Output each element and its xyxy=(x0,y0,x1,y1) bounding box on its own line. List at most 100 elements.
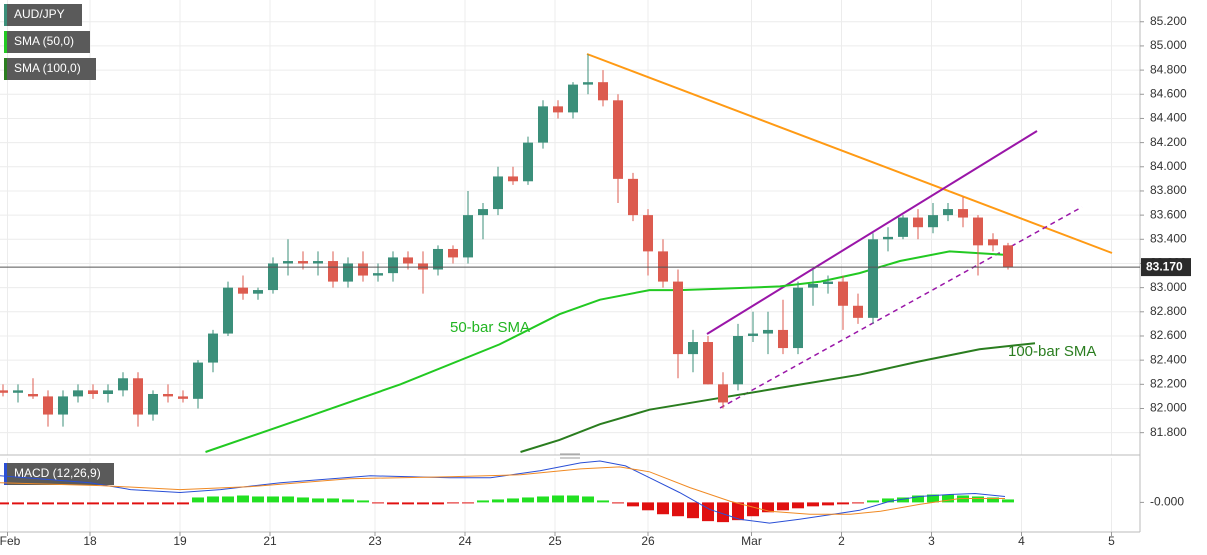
candle-body xyxy=(988,239,998,246)
histogram-bar xyxy=(822,502,834,506)
histogram-bar xyxy=(702,502,714,522)
legend-box xyxy=(4,31,90,53)
legend-box xyxy=(4,4,82,26)
histogram-bar xyxy=(807,502,819,507)
candle-body xyxy=(628,178,638,216)
trendline xyxy=(706,130,1038,335)
histogram-bar xyxy=(192,497,204,503)
legend-label: SMA (50,0) xyxy=(14,34,74,48)
candle-body xyxy=(178,396,188,399)
candle-body xyxy=(448,248,458,258)
y-tick-label: 84.600 xyxy=(1150,86,1187,100)
histogram-bar xyxy=(492,499,504,503)
histogram-bar xyxy=(882,498,894,503)
candle-body xyxy=(0,390,8,393)
candle-body xyxy=(133,378,143,415)
histogram-bar xyxy=(522,497,534,503)
histogram-bar xyxy=(357,500,369,503)
trendline xyxy=(586,53,1113,254)
histogram-bar xyxy=(717,502,729,523)
x-tick-label: 26 xyxy=(641,534,655,548)
y-tick-label: 82.400 xyxy=(1150,352,1187,366)
histogram-bar xyxy=(372,502,384,504)
histogram-bar xyxy=(237,495,249,503)
histogram-bar xyxy=(777,502,789,511)
legend-box xyxy=(4,463,114,485)
y-tick-label: 82.000 xyxy=(1150,401,1187,415)
legend-swatch xyxy=(4,31,7,53)
candle-body xyxy=(838,281,848,306)
histogram-bar xyxy=(297,497,309,503)
histogram-bar xyxy=(987,497,999,503)
histogram-bar xyxy=(12,502,24,505)
histogram-bar xyxy=(762,502,774,513)
candle-body xyxy=(373,273,383,276)
candle-body xyxy=(778,329,788,349)
y-tick-label: -0.000 xyxy=(1150,495,1184,509)
candle-body xyxy=(523,142,533,182)
histogram-bar xyxy=(57,502,69,505)
line-series xyxy=(520,342,1036,453)
candle-body xyxy=(883,236,893,240)
histogram-bar xyxy=(552,495,564,503)
histogram-bar xyxy=(867,500,879,503)
candle-body xyxy=(583,82,593,85)
x-tick-label: 23 xyxy=(368,534,382,548)
candle-body xyxy=(388,257,398,274)
legend-swatch xyxy=(4,463,7,485)
histogram-bar xyxy=(942,494,954,503)
x-tick-label: 2 xyxy=(838,534,845,548)
histogram-bar xyxy=(327,498,339,503)
candle-body xyxy=(43,396,53,415)
candle-body xyxy=(328,261,338,282)
candle-body xyxy=(808,284,818,288)
candle-body xyxy=(688,342,698,355)
candle-body xyxy=(478,209,488,216)
candle-body xyxy=(433,248,443,270)
histogram-bar xyxy=(282,496,294,503)
candle-body xyxy=(208,333,218,363)
candle-body xyxy=(28,393,38,397)
histogram-bar xyxy=(42,502,54,505)
y-tick-label: 84.200 xyxy=(1150,135,1187,149)
histogram-bar xyxy=(132,502,144,505)
candle-body xyxy=(658,251,668,282)
histogram-bar xyxy=(447,502,459,504)
histogram-bar xyxy=(597,500,609,503)
candle-body xyxy=(418,263,428,270)
candle-body xyxy=(853,305,863,318)
panel-title: MACD (12,26,9) xyxy=(14,466,101,480)
histogram-bar xyxy=(687,502,699,519)
x-tick-label: Mar xyxy=(741,534,762,548)
candle-body xyxy=(733,335,743,385)
candle-body xyxy=(943,209,953,216)
candle-body xyxy=(148,393,158,415)
annotation: 100-bar SMA xyxy=(1008,343,1096,360)
y-tick-label: 81.800 xyxy=(1150,425,1187,439)
candle-body xyxy=(958,209,968,218)
histogram-bar xyxy=(312,498,324,503)
y-tick-label: 84.000 xyxy=(1150,159,1187,173)
x-tick-label: 21 xyxy=(263,534,277,548)
candle-body xyxy=(163,393,173,397)
histogram-bar xyxy=(252,496,264,503)
x-tick-label: 24 xyxy=(458,534,472,548)
x-tick-label: 19 xyxy=(173,534,187,548)
candle-body xyxy=(973,217,983,246)
histogram-bar xyxy=(222,496,234,503)
candle-body xyxy=(793,287,803,349)
x-tick-label: 3 xyxy=(928,534,935,548)
histogram-bar xyxy=(162,502,174,505)
candle-body xyxy=(763,329,773,334)
histogram-bar xyxy=(507,498,519,503)
candle-body xyxy=(1003,245,1013,268)
histogram-bar xyxy=(402,502,414,505)
y-tick-label: 84.400 xyxy=(1150,111,1187,125)
histogram-bar xyxy=(897,497,909,503)
candle-body xyxy=(868,239,878,318)
candle-body xyxy=(358,263,368,276)
histogram-bar xyxy=(417,502,429,505)
candle-body xyxy=(403,257,413,264)
y-tick-label: 83.600 xyxy=(1150,207,1187,221)
